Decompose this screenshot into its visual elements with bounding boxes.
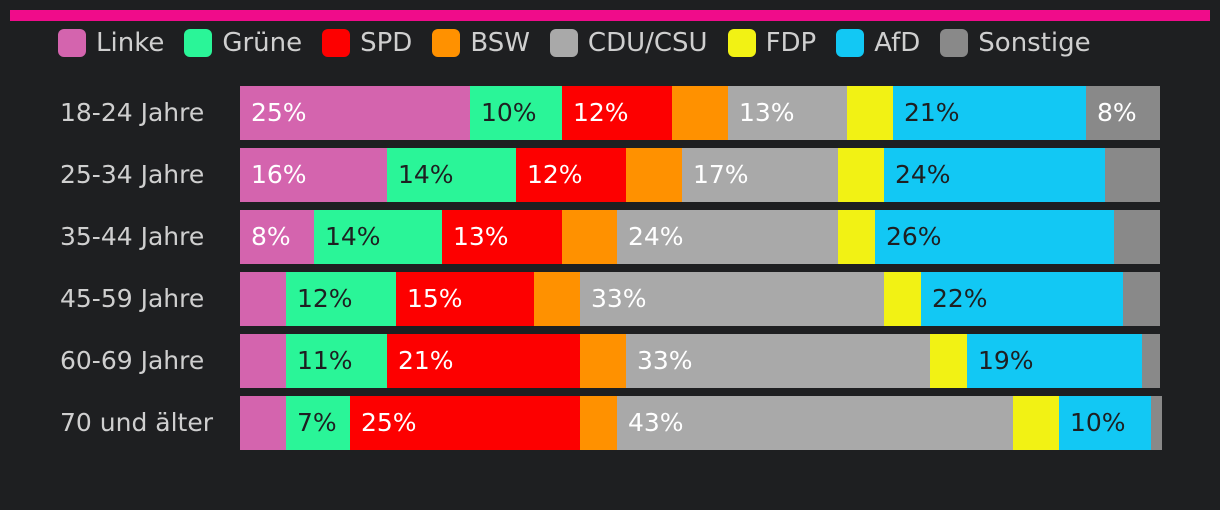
bar-segment	[1114, 210, 1160, 264]
category-label: 35-44 Jahre	[60, 222, 205, 251]
bar-segment	[626, 148, 682, 202]
bar-segment	[240, 272, 286, 326]
bar-segment: 7%	[286, 396, 350, 450]
bar-segment	[240, 396, 286, 450]
bar-segment: 10%	[1059, 396, 1151, 450]
bar-segment: 12%	[516, 148, 626, 202]
accent-bar	[10, 10, 1210, 21]
bar-segment: 15%	[396, 272, 534, 326]
legend-item: Grüne	[184, 28, 302, 58]
category-label: 18-24 Jahre	[60, 98, 205, 127]
bar-segment	[1013, 396, 1059, 450]
bar-segment: 33%	[626, 334, 930, 388]
legend-label: AfD	[874, 28, 921, 58]
legend-swatch	[432, 29, 461, 57]
bar-segment: 19%	[967, 334, 1142, 388]
bar-segment: 13%	[442, 210, 562, 264]
legend-item: SPD	[322, 28, 412, 58]
category-label: 25-34 Jahre	[60, 160, 205, 189]
bar-segment: 16%	[240, 148, 387, 202]
bar-segment: 8%	[240, 210, 314, 264]
bar-segment	[1123, 272, 1160, 326]
bar-segment: 17%	[682, 148, 838, 202]
legend-swatch	[727, 29, 756, 57]
bar-segment	[580, 334, 626, 388]
category-label: 60-69 Jahre	[60, 346, 205, 375]
legend-label: FDP	[765, 28, 817, 58]
legend-swatch	[322, 29, 351, 57]
bar-segment	[672, 86, 728, 140]
bar-segment: 25%	[240, 86, 470, 140]
category-label: 70 und älter	[60, 408, 213, 437]
bar-segment: 10%	[470, 86, 562, 140]
bar-segment: 26%	[875, 210, 1114, 264]
legend-label: Grüne	[222, 28, 303, 58]
bar-segment	[562, 210, 617, 264]
legend-item: Linke	[58, 28, 164, 58]
legend-swatch	[184, 29, 213, 57]
bar-segment	[847, 86, 893, 140]
bar-segment: 21%	[893, 86, 1086, 140]
bar-segment: 12%	[286, 272, 396, 326]
legend-item: FDP	[727, 28, 817, 58]
legend: Linke Grüne SPD BSW CDU/CSU FDP AfD Sonstige	[58, 27, 1111, 59]
legend-label: Sonstige	[978, 28, 1091, 58]
bar-segment: 14%	[387, 148, 516, 202]
legend-item: CDU/CSU	[549, 28, 708, 58]
legend-swatch	[549, 29, 578, 57]
bar-segment: 13%	[728, 86, 847, 140]
bar-segment	[580, 396, 617, 450]
bar-segment: 24%	[884, 148, 1105, 202]
legend-label: BSW	[470, 28, 530, 58]
legend-swatch	[836, 29, 865, 57]
bar-segment	[534, 272, 580, 326]
bar-segment: 25%	[350, 396, 580, 450]
bar-segment: 43%	[617, 396, 1013, 450]
bar-segment: 14%	[314, 210, 442, 264]
bar-segment: 24%	[617, 210, 838, 264]
bar-segment	[1105, 148, 1160, 202]
bar-segment	[838, 148, 884, 202]
bar-segment: 11%	[286, 334, 387, 388]
legend-label: CDU/CSU	[587, 28, 708, 58]
bar-segment	[1151, 396, 1162, 450]
legend-label: SPD	[360, 28, 413, 58]
bar-segment: 12%	[562, 86, 672, 140]
bar-segment: 8%	[1086, 86, 1160, 140]
bar-segment: 22%	[921, 272, 1123, 326]
bar-segment	[1142, 334, 1160, 388]
legend-label: Linke	[96, 28, 165, 58]
bar-segment	[930, 334, 967, 388]
legend-item: Sonstige	[940, 28, 1091, 58]
bar-segment	[884, 272, 921, 326]
legend-item: BSW	[432, 28, 530, 58]
legend-item: AfD	[836, 28, 920, 58]
legend-swatch	[940, 29, 969, 57]
bar-segment: 33%	[580, 272, 884, 326]
bar-segment	[838, 210, 875, 264]
category-label: 45-59 Jahre	[60, 284, 205, 313]
bar-segment: 21%	[387, 334, 580, 388]
bar-segment	[240, 334, 286, 388]
legend-swatch	[58, 29, 86, 57]
